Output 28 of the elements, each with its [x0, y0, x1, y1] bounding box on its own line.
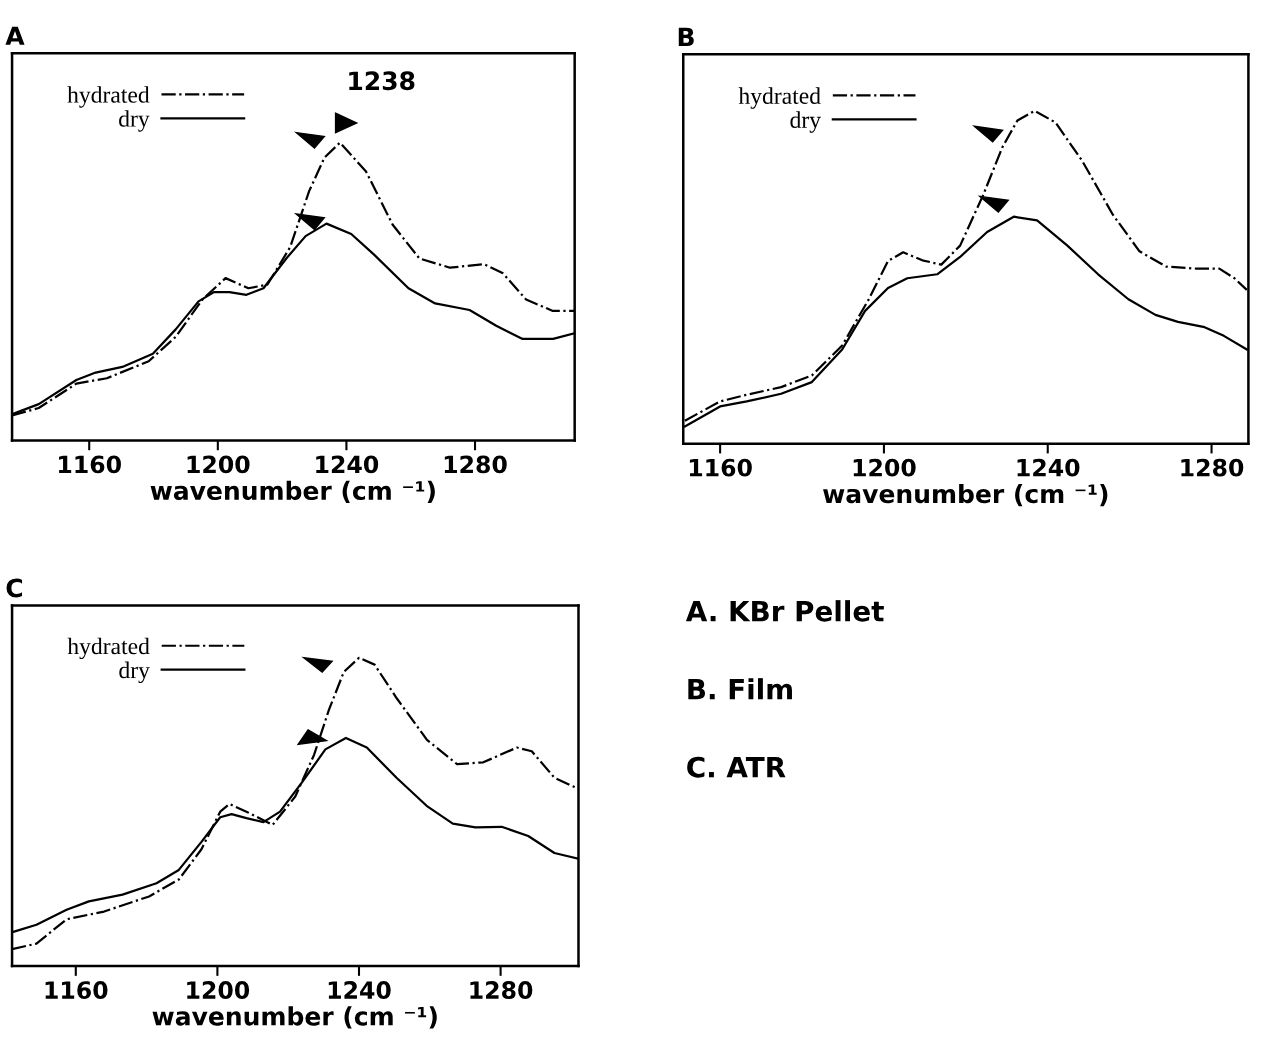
- text: B. Film: [688, 678, 792, 700]
- legend-label: hydrated: [67, 86, 150, 108]
- x-tick-label: 1160: [59, 455, 121, 474]
- legend-label: dry: [790, 111, 821, 133]
- text: C. ATR: [687, 756, 786, 778]
- x-axis-title: wavenumber (cm ⁻¹): [823, 483, 1108, 507]
- x-axis-title: wavenumber (cm ⁻¹): [152, 1006, 437, 1029]
- x-tick-label: 1200: [853, 458, 916, 477]
- legend-label: dry: [119, 110, 150, 132]
- x-tick-label: 1280: [1181, 458, 1244, 477]
- x-tick-label: 1160: [689, 458, 752, 477]
- x-axis-title: wavenumber (cm ⁻¹): [150, 480, 435, 503]
- x-tick-label: 1160: [45, 981, 108, 999]
- x-tick-label: 1280: [470, 981, 533, 999]
- legend-label: hydrated: [67, 637, 150, 660]
- x-tick-label: 1240: [1017, 458, 1080, 477]
- text: A. KBr Pellet: [685, 600, 884, 622]
- x-tick-label: 1280: [444, 455, 507, 474]
- x-tick-label: 1240: [328, 981, 391, 999]
- x-tick-label: 1200: [187, 455, 250, 474]
- chart-title: C: [6, 578, 23, 598]
- legend-label: hydrated: [738, 87, 821, 109]
- chart-title: B: [678, 27, 694, 46]
- x-tick-label: 1240: [316, 455, 379, 474]
- chart-title: A: [5, 26, 25, 45]
- annotation: 1238: [349, 71, 415, 91]
- legend-label: dry: [119, 661, 150, 684]
- x-tick-label: 1200: [187, 981, 250, 999]
